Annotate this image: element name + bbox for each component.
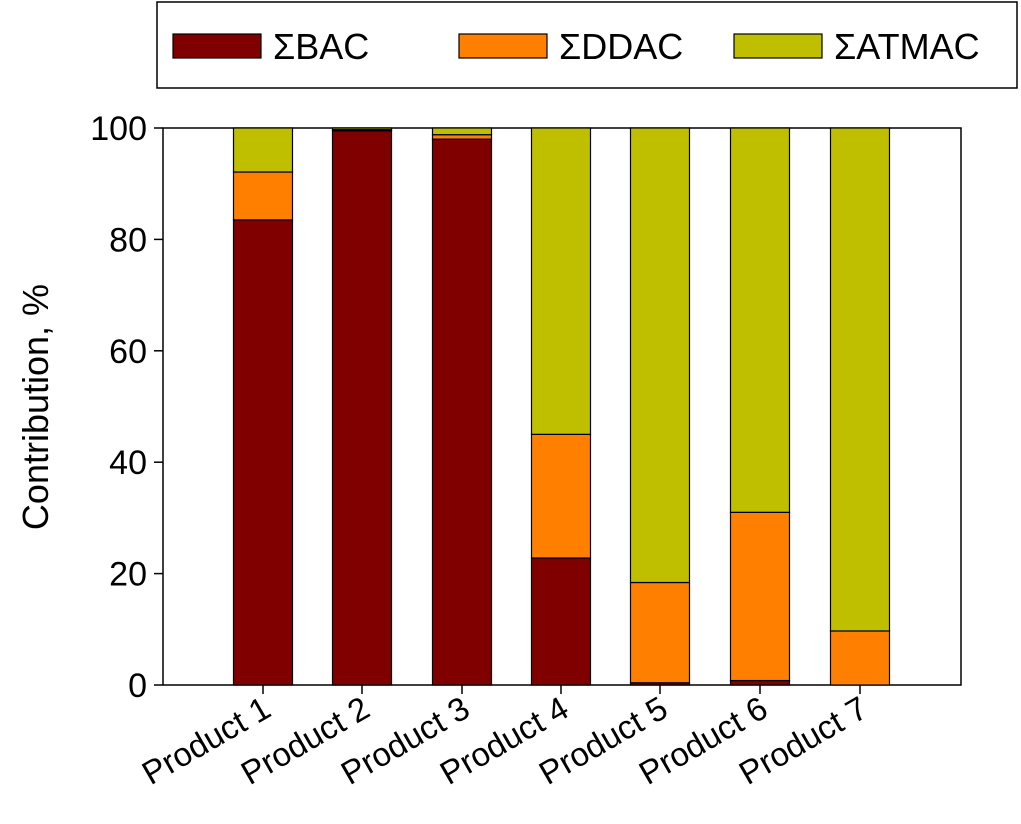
bar-product-4-sum-atmac	[530, 127, 592, 435]
bar-product-4-sum-bac	[530, 557, 592, 686]
y-tick-label: 80	[109, 221, 147, 259]
bar-product-2-sum-atmac	[331, 127, 393, 131]
bar-product-1-sum-ddac	[232, 171, 294, 221]
y-tick-label: 0	[128, 667, 147, 705]
legend-swatch-3	[733, 33, 823, 59]
bar-product-1-sum-atmac	[232, 127, 294, 173]
y-axis-label: Contribution, %	[15, 284, 56, 530]
bar-product-5-sum-atmac	[629, 127, 691, 584]
bar-product-1-sum-bac	[232, 219, 294, 686]
legend-label-2: ΣDDAC	[559, 26, 683, 67]
bar-product-4-sum-ddac	[530, 433, 592, 559]
bar-product-6-sum-bac	[729, 679, 791, 686]
y-axis: 0 20 40 60 80 100	[90, 110, 163, 705]
legend-swatch-2	[458, 33, 548, 59]
bar-product-5-sum-ddac	[629, 581, 691, 684]
legend-label-3: ΣATMAC	[834, 26, 980, 67]
legend-swatch-1	[172, 33, 262, 59]
bar-product-2-sum-bac	[331, 130, 393, 686]
y-tick-label: 100	[90, 110, 147, 148]
bar-product-3-sum-bac	[431, 138, 493, 686]
bar-product-6-sum-atmac	[729, 127, 791, 513]
bars	[232, 127, 891, 686]
legend: ΣBAC ΣDDAC ΣATMAC	[156, 1, 1018, 89]
bar-product-3-sum-ddac	[431, 134, 493, 140]
legend-label-1: ΣBAC	[273, 26, 369, 67]
legend-frame	[156, 1, 1018, 89]
bar-product-7-sum-ddac	[829, 630, 891, 686]
bar-product-6-sum-ddac	[729, 511, 791, 682]
bar-product-7-sum-atmac	[829, 127, 891, 632]
bar-product-3-sum-atmac	[431, 127, 493, 136]
y-tick-label: 40	[109, 444, 147, 482]
y-tick-label: 60	[109, 333, 147, 371]
y-tick-label: 20	[109, 556, 147, 594]
